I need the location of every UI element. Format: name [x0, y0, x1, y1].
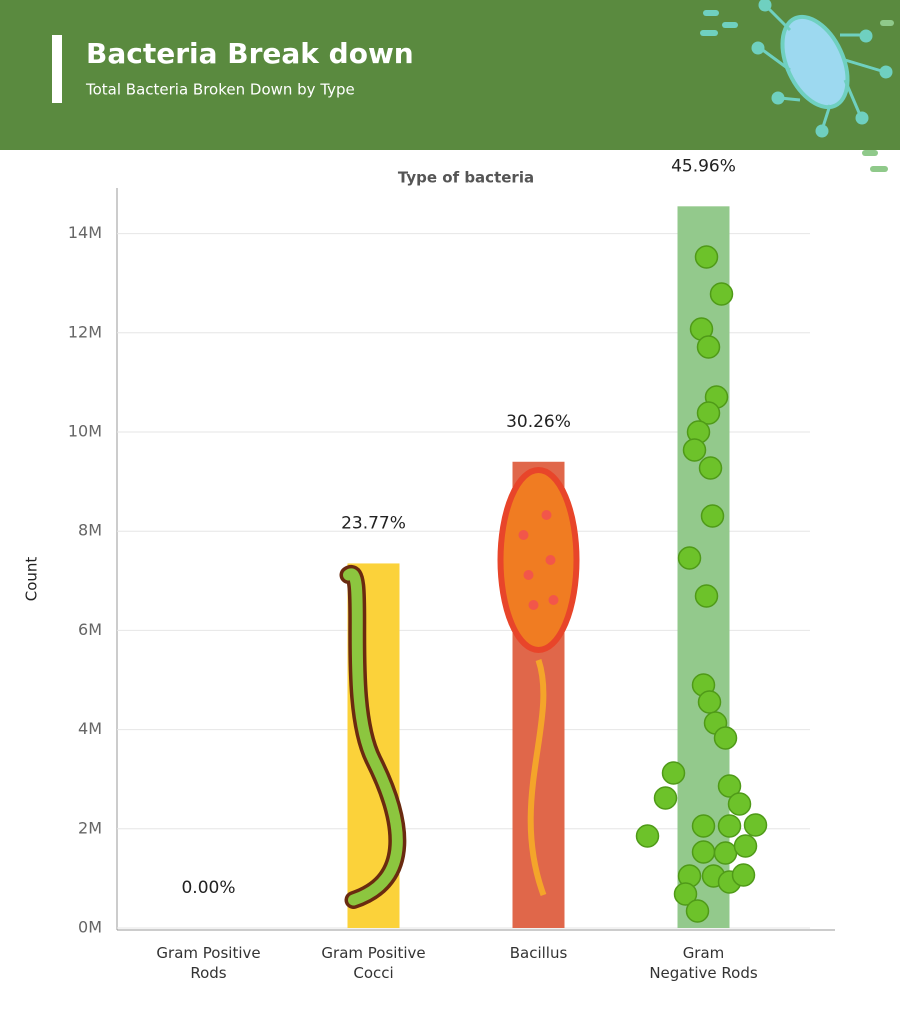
y-tick-label: 4M: [78, 719, 102, 738]
y-tick-label: 12M: [68, 322, 102, 341]
y-tick-label: 0M: [78, 918, 102, 937]
bacillus-dot: [523, 570, 534, 580]
gram-negative-dot: [717, 814, 742, 838]
gram-negative-dot: [727, 792, 752, 816]
bacillus-dot: [528, 600, 539, 610]
y-tick-label: 6M: [78, 620, 102, 639]
value-label: 45.96%: [671, 156, 736, 176]
gram-negative-dot: [694, 245, 719, 269]
gram-negative-dot: [691, 814, 716, 838]
bacillus-illustration: [497, 467, 580, 653]
bacillus-dot: [548, 595, 559, 605]
chart-subtitle: Total Bacteria Broken Down by Type: [85, 81, 355, 99]
gram-negative-dot: [743, 813, 768, 837]
bacillus-dot: [545, 555, 556, 565]
gram-negative-dot: [635, 824, 660, 848]
bacillus-illustration: [527, 659, 547, 897]
gram-negative-dot: [682, 438, 707, 462]
gram-negative-dot: [673, 882, 698, 906]
gram-negative-dot: [697, 690, 722, 714]
x-tick-label: Bacillus: [509, 944, 568, 962]
gram-negative-dot: [700, 504, 725, 528]
gram-negative-dot: [653, 786, 678, 810]
gram-negative-dot: [713, 726, 738, 750]
gram-negative-dot: [698, 456, 723, 480]
value-label: 0.00%: [181, 878, 235, 898]
bacillus-dot: [518, 530, 529, 540]
gram-negative-dot: [709, 282, 734, 306]
x-tick-label: Gram Positive Rods: [156, 944, 261, 982]
y-tick-label: 8M: [78, 521, 102, 540]
header-accent: [52, 35, 62, 103]
header-band: [0, 0, 900, 150]
y-axis-title: Count: [23, 557, 41, 602]
header-decoration: [700, 0, 894, 172]
gram-negative-dot: [731, 863, 756, 887]
gram-negative-dot: [696, 401, 721, 425]
gram-negative-dot: [661, 761, 686, 785]
bacillus-dot: [541, 510, 552, 520]
y-tick-label: 14M: [68, 223, 102, 242]
x-tick-label: Gram Positive Cocci: [321, 944, 426, 982]
value-label: 30.26%: [506, 412, 571, 432]
chart-title: Bacteria Break down: [86, 37, 414, 70]
gram-negative-dot: [694, 584, 719, 608]
y-tick-label: 2M: [78, 818, 102, 837]
gram-negative-dot: [696, 335, 721, 359]
gram-negative-dot: [733, 834, 758, 858]
x-axis-title: Type of bacteria: [398, 169, 534, 187]
y-tick-label: 10M: [68, 422, 102, 441]
cocci-illustration: [343, 568, 403, 906]
gram-negative-dot: [691, 840, 716, 864]
x-tick-label: Gram Negative Rods: [649, 944, 758, 982]
gram-negative-dot: [685, 899, 710, 923]
value-label: 23.77%: [341, 513, 406, 533]
gram-negative-dot: [677, 546, 702, 570]
gram-negative-dot: [717, 774, 742, 798]
gram-negative-dot: [713, 841, 738, 865]
